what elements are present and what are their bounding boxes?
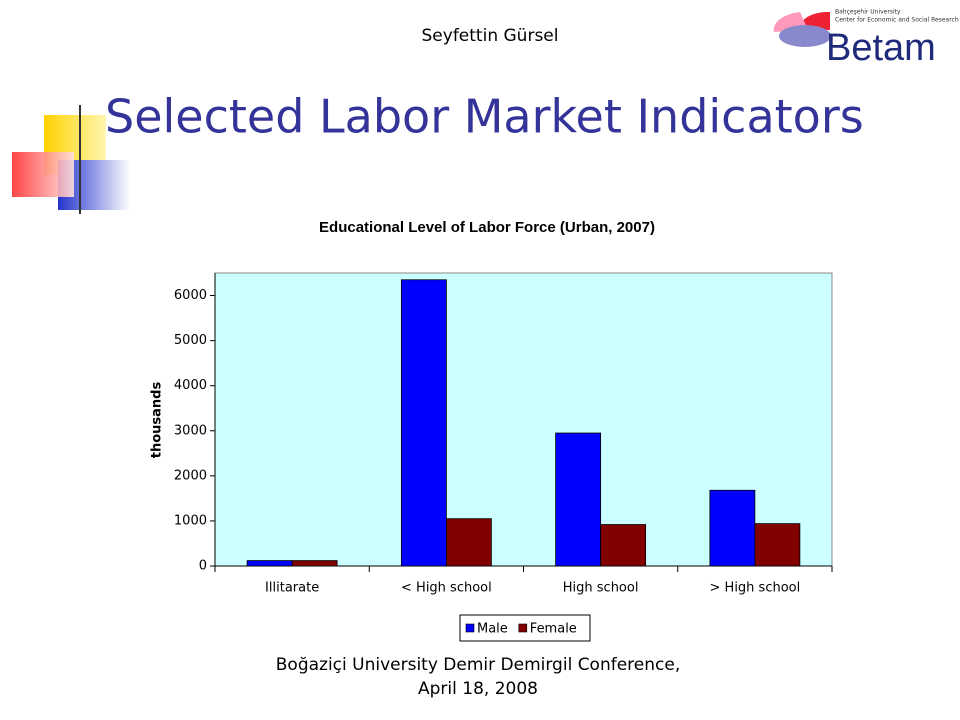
y-tick-label: 6000 xyxy=(174,288,207,303)
y-tick-label: 0 xyxy=(199,559,207,574)
y-axis-label: thousands xyxy=(150,382,165,459)
y-tick-label: 3000 xyxy=(174,423,207,438)
x-tick-label: < High school xyxy=(401,581,492,596)
x-tick-label: > High school xyxy=(710,581,801,596)
x-tick-label: Illitarate xyxy=(265,581,319,596)
footer: Boğaziçi University Demir Demirgil Confe… xyxy=(276,655,681,675)
slide-title: Selected Labor Market Indicators xyxy=(105,90,864,144)
bar xyxy=(754,523,801,567)
legend-swatch xyxy=(518,623,528,633)
chart-title: Educational Level of Labor Force (Urban,… xyxy=(319,219,655,236)
bar xyxy=(709,489,756,567)
legend-label: Male xyxy=(477,622,508,637)
bar xyxy=(445,518,492,567)
bar xyxy=(291,560,338,567)
logo-center: Center for Economic and Social Research xyxy=(835,17,959,24)
bar xyxy=(600,524,647,567)
logo-name: Betam xyxy=(826,27,936,69)
y-tick-label: 5000 xyxy=(174,333,207,348)
decoration xyxy=(12,105,870,214)
logo-university: Bahçeşehir University xyxy=(835,9,901,16)
y-tick-label: 4000 xyxy=(174,378,207,393)
bar xyxy=(400,279,447,567)
logo: Bahçeşehir University Center for Economi… xyxy=(773,9,959,69)
x-tick-label: High school xyxy=(563,581,639,596)
y-tick-label: 1000 xyxy=(174,513,207,528)
author: Seyfettin Gürsel xyxy=(422,26,559,46)
footer: April 18, 2008 xyxy=(418,679,538,699)
legend-label: Female xyxy=(530,622,577,637)
bar xyxy=(246,560,293,567)
y-tick-label: 2000 xyxy=(174,468,207,483)
bar xyxy=(555,432,602,567)
legend-swatch xyxy=(465,623,475,633)
